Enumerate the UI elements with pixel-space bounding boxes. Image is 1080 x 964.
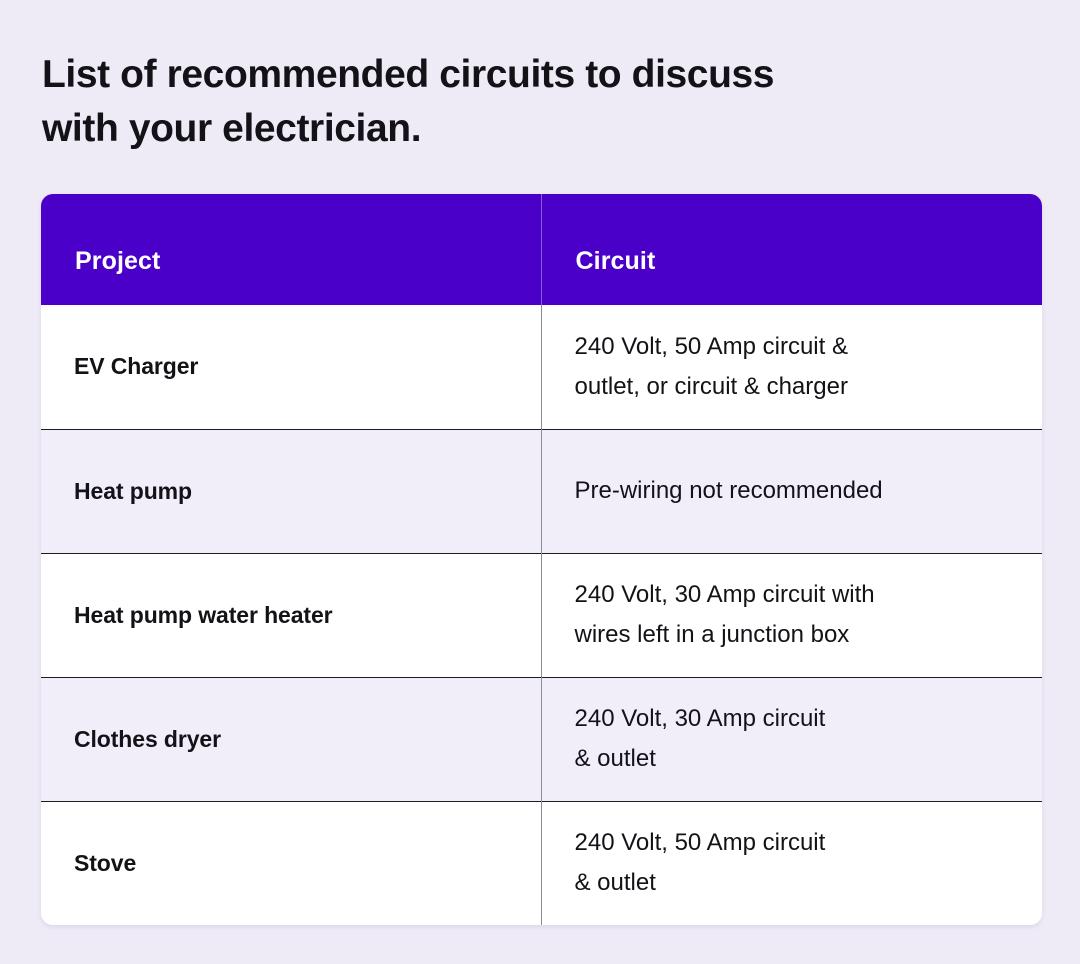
column-header-circuit: Circuit (540, 194, 1042, 305)
cell-circuit: 240 Volt, 30 Amp circuit with wires left… (540, 552, 1042, 677)
cell-circuit-text: Pre-wiring not recommended (574, 477, 883, 504)
cell-circuit-text: 240 Volt, 30 Amp circuit with wires left… (574, 581, 875, 648)
recommended-circuits-table: Project Circuit EV Charger 240 Volt, 50 … (41, 194, 1042, 925)
cell-circuit-text: 240 Volt, 50 Amp circuit & outlet, or ci… (574, 332, 848, 400)
table-row: Heat pump Pre-wiring not recommended (41, 428, 1042, 553)
table-header-row: Project Circuit (41, 194, 1042, 305)
recommended-circuits-table-card: Project Circuit EV Charger 240 Volt, 50 … (41, 194, 1042, 925)
cell-project: Clothes dryer (41, 676, 541, 801)
cell-circuit-text: 240 Volt, 30 Amp circuit & outlet (574, 705, 826, 772)
column-header-project-label: Project (75, 247, 161, 275)
cell-project: Stove (41, 800, 541, 925)
cell-project-text: Heat pump (74, 477, 192, 504)
table-row: Stove 240 Volt, 50 Amp circuit & outlet (41, 800, 1042, 925)
cell-circuit: 240 Volt, 50 Amp circuit & outlet (540, 800, 1042, 925)
table-body: EV Charger 240 Volt, 50 Amp circuit & ou… (41, 305, 1042, 925)
cell-project: EV Charger (41, 305, 541, 429)
table-header: Project Circuit (41, 194, 1042, 305)
cell-project-text: Clothes dryer (74, 725, 221, 752)
cell-circuit: Pre-wiring not recommended (540, 428, 1042, 553)
cell-project-text: Heat pump water heater (74, 601, 333, 628)
table-row: Clothes dryer 240 Volt, 30 Amp circuit &… (41, 676, 1042, 801)
table-row: EV Charger 240 Volt, 50 Amp circuit & ou… (41, 305, 1042, 429)
cell-circuit-text: 240 Volt, 50 Amp circuit & outlet (574, 829, 826, 897)
cell-circuit: 240 Volt, 50 Amp circuit & outlet, or ci… (540, 305, 1042, 429)
cell-project: Heat pump water heater (41, 552, 541, 677)
page-title: List of recommended circuits to discuss … (42, 53, 775, 150)
cell-project: Heat pump (41, 428, 541, 553)
cell-project-text: Stove (74, 849, 137, 876)
column-header-project: Project (41, 194, 541, 305)
cell-project-text: EV Charger (74, 353, 199, 380)
column-header-circuit-label: Circuit (575, 247, 656, 275)
table-row: Heat pump water heater 240 Volt, 30 Amp … (41, 552, 1042, 677)
cell-circuit: 240 Volt, 30 Amp circuit & outlet (540, 676, 1042, 801)
